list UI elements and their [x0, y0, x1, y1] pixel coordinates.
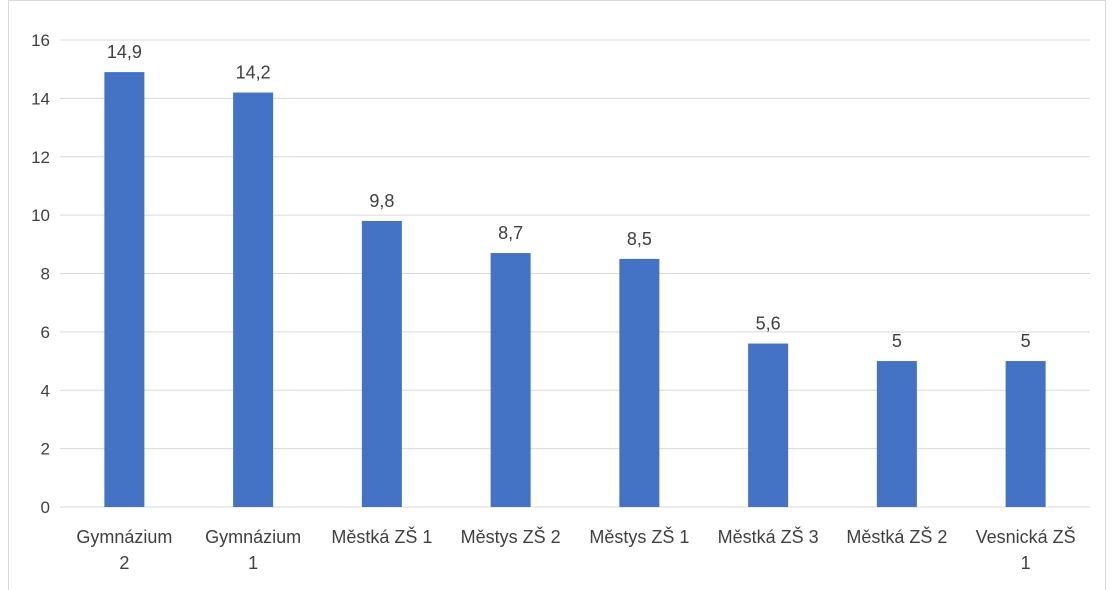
- data-label-1: 14,9: [107, 42, 142, 62]
- data-labels: 14,9 14,2 9,8 8,7 8,5 5,6 5 5: [107, 42, 1031, 351]
- category-label-6: Městká ZŠ 3: [718, 526, 819, 547]
- y-axis-ticks: 0 2 4 6 8 10 12 14 16: [31, 31, 50, 517]
- category-label-1: Gymnázium 2: [76, 527, 172, 573]
- bars: [104, 72, 1046, 507]
- chart-frame-left: [8, 0, 9, 590]
- y-tick-label-8: 8: [41, 265, 50, 284]
- y-tick-label-4: 4: [41, 381, 50, 400]
- category-label-3: Městká ZŠ 1: [331, 526, 432, 547]
- data-label-6: 5,6: [756, 314, 781, 334]
- y-tick-label-0: 0: [41, 498, 50, 517]
- y-tick-label-12: 12: [31, 148, 50, 167]
- y-tick-label-10: 10: [31, 206, 50, 225]
- y-tick-label-16: 16: [31, 31, 50, 50]
- bar-7: [876, 361, 917, 507]
- category-label-7: Městká ZŠ 2: [846, 526, 947, 547]
- chart-frame-top: [8, 0, 1106, 1]
- category-label-8: Vesnická ZŠ 1: [976, 526, 1076, 573]
- data-label-8: 5: [1021, 331, 1031, 351]
- y-tick-label-2: 2: [41, 440, 50, 459]
- bar-3: [361, 220, 402, 507]
- y-tick-label-6: 6: [41, 323, 50, 342]
- bar-6: [748, 343, 789, 507]
- category-label-4: Městys ZŠ 2: [461, 526, 561, 547]
- chart-frame-right: [1105, 0, 1106, 590]
- gridlines: [60, 39, 1090, 508]
- data-label-4: 8,7: [498, 223, 523, 243]
- data-label-3: 9,8: [369, 191, 394, 211]
- data-label-5: 8,5: [627, 229, 652, 249]
- bar-8: [1005, 361, 1046, 507]
- y-tick-label-14: 14: [31, 89, 50, 108]
- category-label-2: Gymnázium 1: [205, 527, 301, 573]
- bar-2: [233, 92, 274, 507]
- bar-5: [619, 258, 660, 507]
- bar-4: [490, 253, 531, 507]
- bar-1: [104, 72, 145, 507]
- data-label-7: 5: [892, 331, 902, 351]
- data-label-2: 14,2: [236, 63, 271, 83]
- x-axis-categories: Gymnázium 2 Gymnázium 1 Městká ZŠ 1 Městys ZŠ…: [76, 526, 1075, 573]
- category-label-5: Městys ZŠ 1: [589, 526, 689, 547]
